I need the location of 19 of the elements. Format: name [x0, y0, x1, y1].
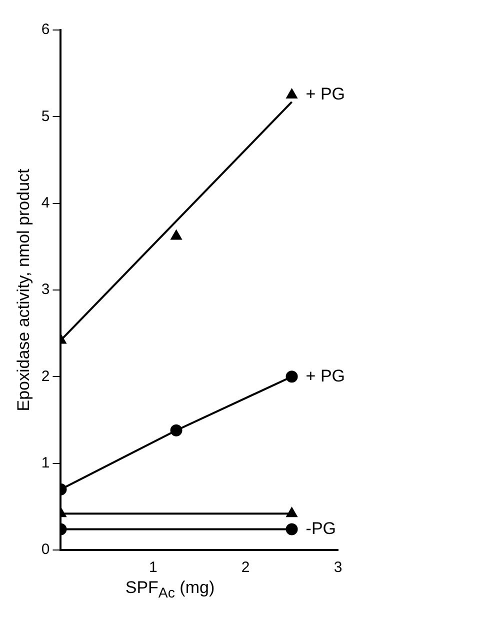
series-label: + PG — [306, 366, 346, 386]
y-axis-title: Epoxidase activity, nmol product — [14, 168, 33, 412]
y-tick-label: 5 — [41, 108, 50, 125]
point — [170, 424, 182, 436]
x-tick-label: 3 — [334, 559, 342, 576]
y-tick-label: 3 — [41, 281, 50, 298]
point — [286, 89, 298, 98]
series-label: + PG — [306, 84, 346, 104]
x-tick-label: 1 — [148, 559, 158, 576]
point — [286, 370, 298, 383]
y-tick-label: 1 — [41, 454, 50, 472]
y-tick-label: 6 — [41, 21, 50, 38]
x-axis-title: SPF$_{Ac}$ (mg) — [124, 578, 216, 602]
series-label: -PG — [306, 518, 336, 538]
y-tick-label: 0 — [41, 541, 50, 558]
x-tick-label: 2 — [241, 559, 250, 576]
y-tick-label: 4 — [41, 194, 50, 212]
y-tick-label: 2 — [41, 368, 50, 385]
point — [170, 230, 182, 240]
